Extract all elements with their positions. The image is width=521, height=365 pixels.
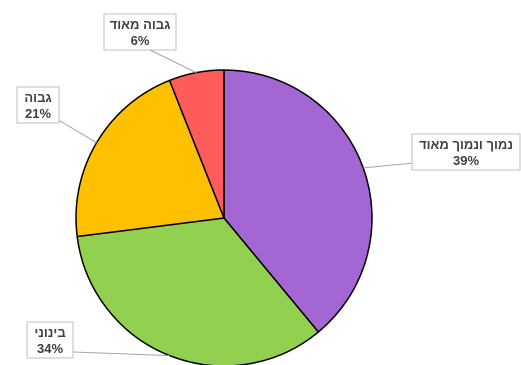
callout-box-2	[16, 86, 60, 124]
pie-slice-3	[168, 69, 225, 219]
slice-label-0: נמוך ונמוך מאוד	[419, 137, 513, 152]
leader-line-0	[363, 162, 415, 169]
slice-value-label-2: 21%	[25, 106, 51, 121]
leader-line-1	[72, 351, 170, 357]
slice-value-label-1: 34%	[37, 341, 63, 356]
leader-line-2	[54, 117, 97, 144]
slice-label-3: גבוה מאוד	[110, 17, 171, 32]
pie-slice-2	[75, 79, 225, 238]
slice-value-label-0: 39%	[453, 153, 479, 168]
leader-line-3	[149, 49, 197, 74]
slice-label-1: בינוני	[34, 325, 65, 340]
slice-label-2: גבוה	[24, 90, 51, 105]
callout-box-1	[26, 321, 74, 359]
pie-slices	[75, 69, 373, 365]
callout-box-3	[103, 13, 177, 51]
callout-box-0	[411, 133, 521, 171]
slice-value-label-3: 6%	[131, 33, 150, 48]
